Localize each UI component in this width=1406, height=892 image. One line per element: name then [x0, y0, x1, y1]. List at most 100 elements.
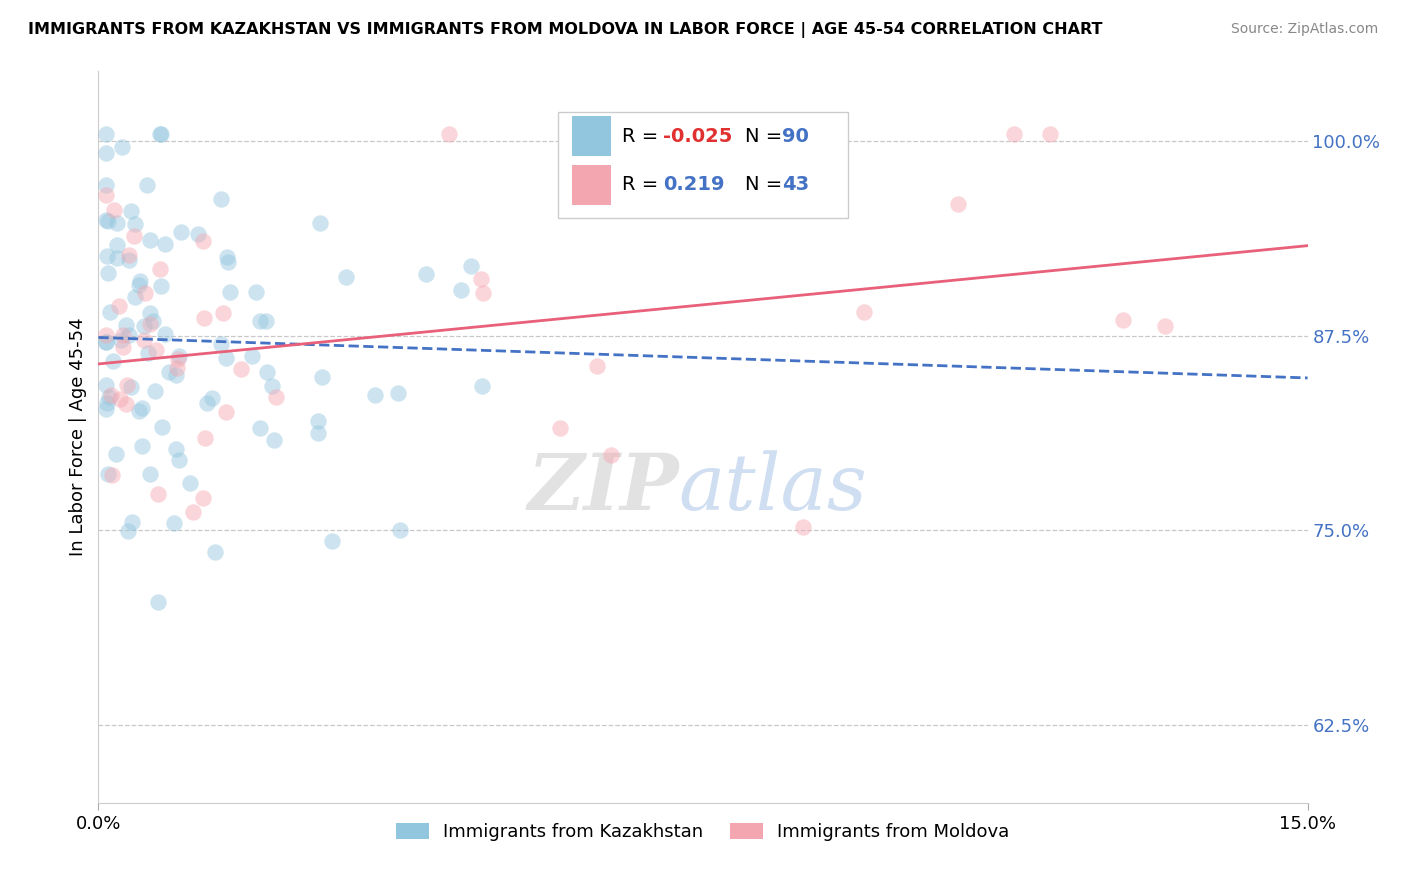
Point	[231, 362, 253, 376]
Point	[204, 544, 226, 558]
Point	[96, 187, 118, 202]
Point	[415, 267, 437, 281]
Point	[96, 249, 118, 263]
Point	[118, 248, 141, 262]
Point	[1112, 312, 1135, 326]
Point	[111, 340, 134, 354]
Point	[98, 390, 121, 404]
Point	[108, 392, 131, 407]
Point	[311, 369, 333, 384]
Point	[321, 534, 343, 549]
Point	[110, 333, 132, 347]
Point	[149, 127, 172, 141]
Point	[307, 414, 329, 428]
Point	[165, 368, 187, 383]
Point	[181, 505, 204, 519]
Text: 43: 43	[782, 176, 808, 194]
Point	[107, 238, 129, 252]
Point	[471, 286, 494, 301]
Point	[138, 306, 160, 320]
Point	[128, 274, 150, 288]
Point	[96, 396, 118, 410]
Point	[260, 379, 283, 393]
Point	[105, 216, 128, 230]
Point	[117, 524, 139, 538]
Point	[139, 317, 162, 331]
Point	[946, 197, 969, 211]
Point	[307, 426, 329, 441]
Text: atlas: atlas	[679, 450, 868, 526]
Point	[792, 520, 814, 534]
Point	[120, 203, 142, 218]
Point	[121, 515, 143, 529]
Point	[548, 421, 571, 435]
Point	[118, 328, 141, 343]
Point	[134, 285, 156, 300]
Point	[96, 146, 118, 161]
Text: 90: 90	[782, 127, 808, 145]
Point	[217, 255, 239, 269]
Point	[131, 401, 153, 415]
Point	[599, 448, 621, 462]
Point	[335, 270, 357, 285]
Point	[215, 405, 238, 419]
Point	[104, 448, 127, 462]
Point	[108, 300, 131, 314]
Text: ZIP: ZIP	[527, 450, 679, 526]
Point	[97, 266, 120, 280]
Point	[586, 359, 609, 373]
Point	[364, 388, 387, 402]
Legend: Immigrants from Kazakhstan, Immigrants from Moldova: Immigrants from Kazakhstan, Immigrants f…	[389, 816, 1017, 848]
Text: N =: N =	[745, 127, 789, 145]
Point	[100, 305, 122, 319]
Point	[115, 396, 138, 410]
Point	[138, 467, 160, 482]
Point	[389, 523, 412, 537]
Point	[853, 305, 876, 319]
Point	[460, 259, 482, 273]
Point	[193, 311, 215, 326]
Point	[139, 233, 162, 247]
Point	[148, 487, 170, 501]
Point	[97, 214, 120, 228]
Point	[101, 353, 124, 368]
Point	[387, 386, 409, 401]
Point	[128, 404, 150, 418]
Point	[245, 285, 267, 300]
Point	[470, 271, 492, 285]
Point	[254, 314, 277, 328]
Point	[157, 365, 180, 379]
Point	[249, 420, 271, 434]
Point	[308, 216, 330, 230]
Point	[194, 431, 217, 445]
Point	[96, 401, 118, 416]
Point	[100, 468, 122, 483]
Text: Source: ZipAtlas.com: Source: ZipAtlas.com	[1230, 22, 1378, 37]
Point	[150, 420, 173, 434]
Point	[249, 314, 271, 328]
Point	[179, 476, 201, 491]
Point	[191, 491, 214, 506]
Point	[134, 333, 156, 347]
Point	[136, 178, 159, 192]
Point	[256, 365, 278, 379]
Point	[111, 328, 134, 343]
FancyBboxPatch shape	[572, 165, 612, 205]
Point	[131, 440, 153, 454]
Point	[1153, 318, 1175, 333]
Point	[122, 228, 145, 243]
Point	[191, 234, 214, 248]
Point	[149, 261, 172, 276]
Point	[197, 396, 219, 410]
Point	[471, 379, 494, 393]
Point	[170, 225, 193, 239]
Point	[96, 178, 118, 193]
Point	[264, 390, 287, 404]
Point	[103, 202, 125, 217]
Point	[153, 237, 176, 252]
Point	[96, 377, 118, 392]
Point	[111, 140, 134, 154]
Point	[142, 314, 165, 328]
Point	[167, 452, 190, 467]
Text: R =: R =	[621, 176, 665, 194]
